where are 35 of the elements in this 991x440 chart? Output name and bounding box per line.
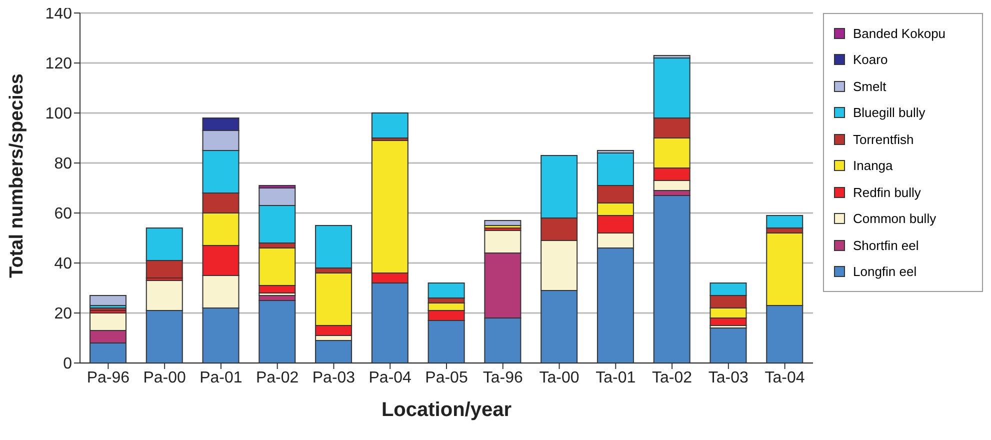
y-tick-label: 40 — [54, 256, 72, 273]
y-tick-label: 0 — [63, 356, 72, 373]
y-tick-label: 80 — [54, 156, 72, 173]
legend-label: Koaro — [853, 52, 888, 68]
x-tick-label: Ta-96 — [482, 369, 523, 386]
legend-label: Inanga — [853, 158, 893, 174]
y-tick-label: 100 — [45, 106, 72, 123]
x-tick-label: Ta-01 — [596, 369, 636, 386]
legend-label: Smelt — [853, 78, 886, 94]
legend-label: Bluegill bully — [853, 105, 926, 120]
bar — [371, 112, 408, 138]
legend-label: Redfin bully — [853, 184, 921, 200]
x-tick-label: Ta-03 — [708, 369, 749, 386]
x-tick-label: Ta-04 — [764, 369, 805, 386]
legend-label: Shortfin eel — [853, 238, 919, 253]
x-tick-label: Pa-03 — [312, 369, 356, 386]
x-tick-label: Pa-05 — [425, 369, 468, 386]
y-tick-label: 120 — [45, 56, 72, 73]
legend-label: Common bully — [853, 211, 936, 226]
bar — [90, 295, 126, 306]
x-tick-label: Pa-00 — [143, 369, 186, 386]
x-tick-label: Pa-96 — [86, 369, 130, 386]
x-tick-label: Pa-04 — [368, 369, 412, 386]
x-tick-label: Pa-01 — [200, 369, 242, 386]
y-axis-title: Total numbers/species — [6, 74, 28, 278]
bar — [484, 220, 522, 226]
y-tick-label: 20 — [54, 306, 72, 323]
x-tick-label: Pa-02 — [256, 369, 299, 386]
legend-label: Banded Kokopu — [853, 26, 946, 41]
legend-label: Torrentfish — [853, 132, 914, 147]
x-tick-label: Ta-02 — [652, 369, 692, 386]
y-tick-label: 60 — [54, 206, 72, 223]
legend-label: Longfin eel — [853, 264, 917, 280]
x-axis-title: Location/year — [381, 399, 512, 421]
x-tick-label: Ta-00 — [539, 369, 580, 386]
